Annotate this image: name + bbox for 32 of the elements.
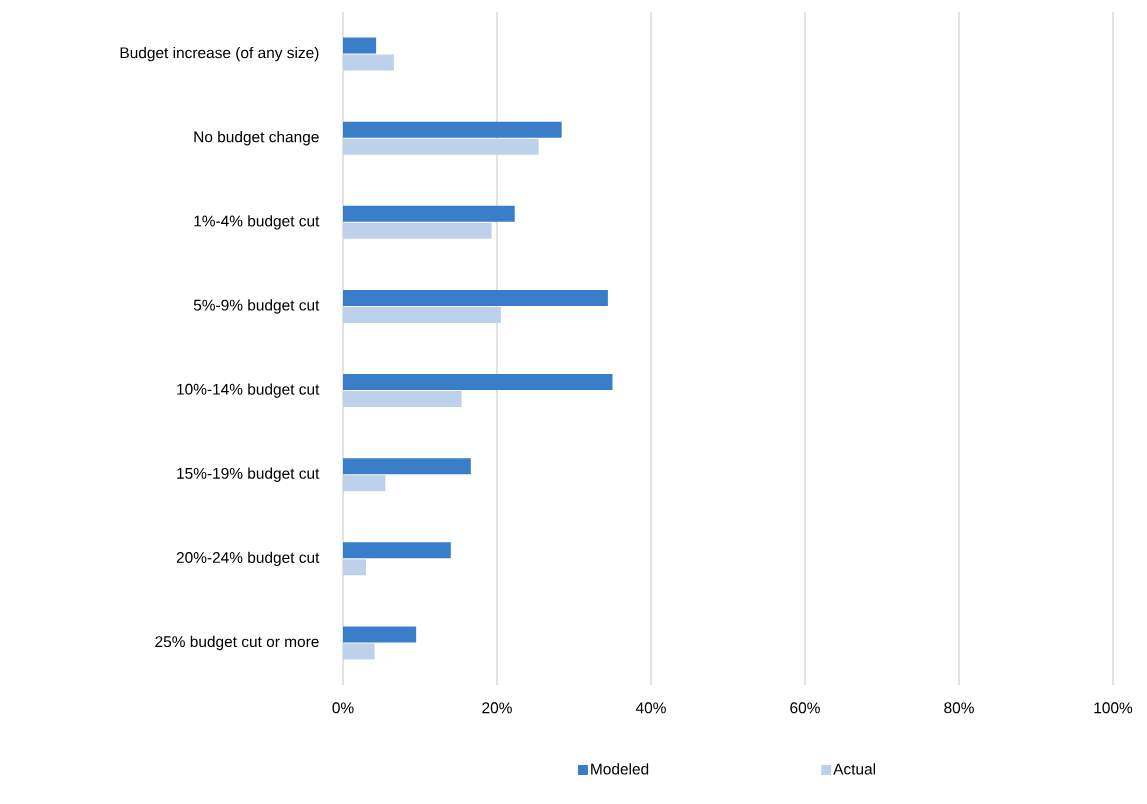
bar	[343, 542, 451, 559]
bar	[343, 559, 367, 576]
bar	[343, 205, 515, 222]
bar	[343, 306, 501, 323]
bar	[343, 374, 613, 391]
bar	[343, 37, 377, 54]
bar	[343, 54, 394, 71]
x-tick-label: 100%	[1094, 702, 1133, 714]
bar	[343, 138, 539, 155]
bar	[343, 626, 417, 643]
y-tick-label: Budget increase (of any size)	[120, 46, 319, 62]
y-tick-label: 5%-9% budget cut	[193, 299, 320, 314]
bar	[343, 391, 462, 408]
y-tick-label: 15%-19% budget cut	[177, 467, 320, 482]
y-tick-label: 20%-24% budget cut	[176, 551, 320, 567]
y-tick-label: 25% budget cut or more	[155, 635, 319, 651]
x-tick-label: 0%	[332, 702, 354, 714]
x-tick-label: 20%	[482, 702, 512, 714]
bar	[343, 475, 386, 492]
bar	[343, 121, 562, 138]
legend-label: Actual	[833, 763, 876, 775]
legend-label: Modeled	[591, 763, 649, 775]
bar	[343, 458, 471, 475]
x-tick-label: 60%	[790, 702, 820, 714]
x-tick-label: 80%	[944, 702, 974, 714]
x-tick-label: 40%	[635, 702, 666, 714]
y-tick-label: 10%-14% budget cut	[177, 383, 320, 398]
bar	[343, 222, 492, 239]
bar	[343, 289, 608, 306]
y-tick-label: 1%-4% budget cut	[194, 215, 320, 230]
y-tick-label: No budget change	[194, 131, 319, 146]
bar	[343, 643, 375, 660]
